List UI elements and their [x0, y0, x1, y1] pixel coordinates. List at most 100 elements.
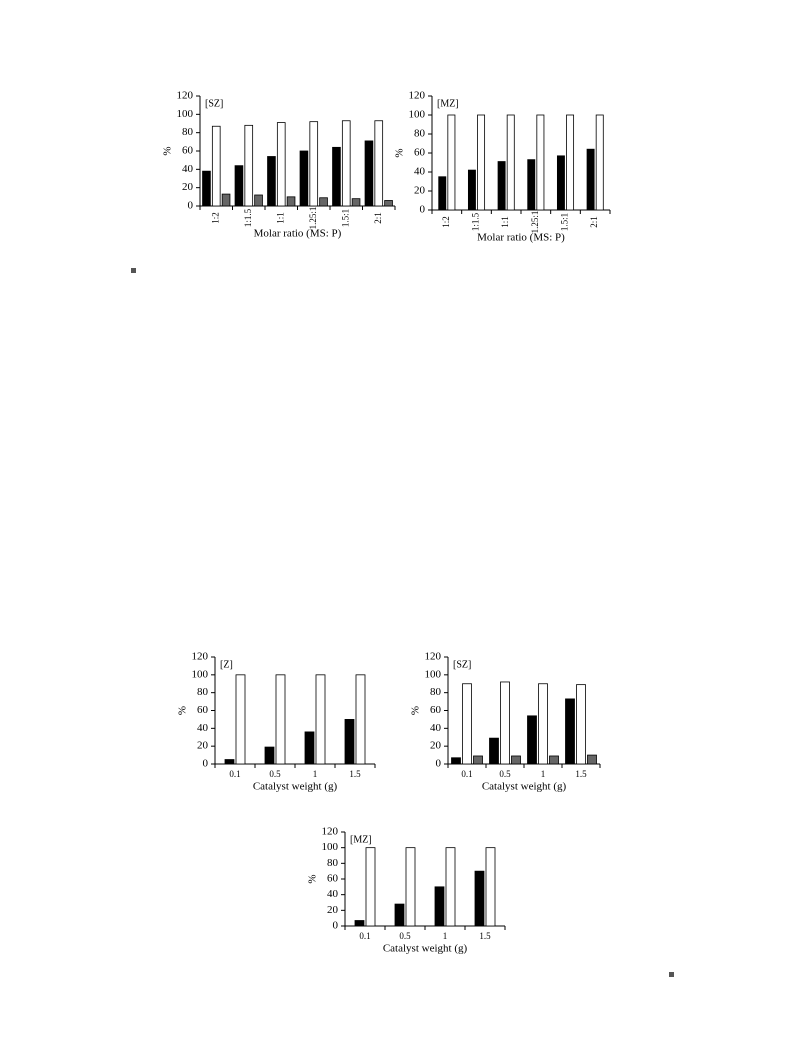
bar — [477, 114, 486, 211]
bar — [587, 754, 597, 765]
bar — [445, 847, 456, 927]
x-tick-label: 1:1 — [500, 216, 510, 228]
bar — [447, 114, 456, 211]
y-tick-label: 40 — [182, 163, 194, 175]
x-tick-label: 0.5 — [399, 931, 411, 941]
x-tick-label: 1 — [541, 769, 546, 779]
y-tick-label: 0 — [203, 758, 209, 770]
y-tick-label: 120 — [177, 90, 194, 102]
bar — [254, 194, 263, 207]
chart-title: [SZ] — [453, 659, 471, 670]
x-tick-label: 1:1 — [275, 212, 285, 224]
y-tick-label: 60 — [414, 147, 426, 159]
chart-title: [MZ] — [350, 834, 372, 845]
y-tick-label: 40 — [414, 166, 426, 178]
bar — [309, 121, 319, 207]
chart-title: [SZ] — [205, 98, 223, 109]
bar — [304, 731, 315, 765]
y-tick-label: 20 — [414, 185, 426, 197]
bar — [234, 165, 244, 207]
y-tick-label: 100 — [192, 668, 209, 680]
bar — [365, 847, 376, 927]
y-tick-label: 80 — [327, 857, 339, 869]
y-axis-label: % — [394, 148, 406, 157]
y-tick-label: 20 — [197, 740, 209, 752]
y-tick-label: 60 — [327, 873, 339, 885]
bar — [434, 886, 445, 927]
x-tick-label: 1:1.5 — [471, 212, 481, 231]
y-axis-label: % — [162, 146, 174, 155]
y-tick-label: 100 — [322, 841, 339, 853]
x-axis-label: Catalyst weight (g) — [253, 781, 338, 793]
y-axis-label: % — [307, 874, 319, 883]
bar — [299, 150, 309, 207]
bar — [467, 169, 476, 211]
bar — [341, 120, 351, 207]
x-tick-label: 0.1 — [229, 769, 240, 779]
x-tick-label: 0.5 — [499, 769, 511, 779]
bar — [221, 193, 231, 207]
x-axis-label: Molar ratio (MS: P) — [477, 232, 565, 244]
bar — [474, 870, 485, 927]
bar — [506, 114, 515, 211]
y-tick-label: 20 — [182, 181, 194, 193]
y-tick-label: 0 — [436, 758, 442, 770]
bar — [497, 161, 506, 211]
bar — [354, 920, 365, 927]
bar — [511, 755, 521, 765]
bar — [566, 114, 575, 211]
bar — [351, 198, 361, 207]
x-axis-label: Catalyst weight (g) — [482, 781, 567, 793]
x-tick-label: 1.5:1 — [560, 213, 570, 231]
y-tick-label: 120 — [192, 651, 209, 663]
bar — [556, 155, 565, 211]
chart-title: [MZ] — [437, 98, 459, 109]
y-tick-label: 20 — [327, 904, 339, 916]
x-axis-label: Catalyst weight (g) — [383, 943, 468, 955]
bar — [319, 197, 328, 207]
y-tick-label: 0 — [188, 200, 194, 212]
bar — [344, 719, 355, 765]
bar — [384, 200, 393, 207]
bar — [527, 715, 537, 765]
bar — [489, 737, 499, 765]
bar — [276, 122, 286, 207]
x-tick-label: 1.25:1 — [308, 207, 318, 230]
x-tick-label: 1.5:1 — [340, 209, 350, 227]
x-tick-label: 0.1 — [359, 931, 370, 941]
y-tick-label: 100 — [177, 108, 194, 120]
bar — [267, 156, 276, 207]
y-tick-label: 120 — [322, 826, 339, 838]
bar — [211, 125, 221, 207]
bar — [536, 114, 545, 211]
bar — [364, 140, 374, 207]
bar — [315, 674, 326, 765]
bar — [202, 170, 211, 207]
y-tick-label: 60 — [430, 704, 442, 716]
x-tick-label: 1 — [313, 769, 318, 779]
bar — [500, 681, 510, 765]
x-tick-label: 0.1 — [461, 769, 472, 779]
chart-title: [Z] — [220, 659, 233, 670]
x-tick-label: 1.5 — [349, 769, 361, 779]
y-tick-label: 120 — [425, 651, 442, 663]
bar — [473, 755, 483, 765]
y-axis-label: % — [410, 706, 422, 715]
y-tick-label: 60 — [197, 704, 209, 716]
y-tick-label: 20 — [430, 740, 442, 752]
bar — [586, 148, 595, 211]
x-axis-label: Molar ratio (MS: P) — [254, 228, 342, 240]
bar — [286, 196, 296, 207]
icon — [669, 972, 674, 977]
x-tick-label: 1:2 — [210, 212, 220, 224]
x-tick-label: 1.5 — [479, 931, 491, 941]
bar — [451, 757, 461, 765]
y-tick-label: 80 — [414, 128, 426, 140]
x-tick-label: 0.5 — [269, 769, 281, 779]
y-tick-label: 0 — [420, 204, 426, 216]
y-tick-label: 40 — [197, 722, 209, 734]
bar — [549, 755, 559, 765]
y-tick-label: 100 — [425, 668, 442, 680]
x-tick-label: 1:2 — [441, 216, 451, 228]
